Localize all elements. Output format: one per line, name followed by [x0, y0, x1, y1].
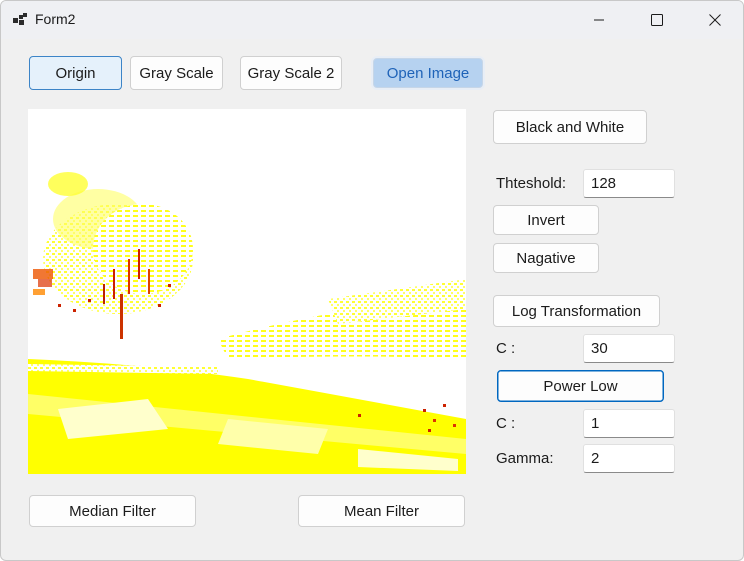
- log-transformation-button[interactable]: Log Transformation: [493, 295, 660, 327]
- close-icon: [709, 14, 721, 26]
- power-c-input[interactable]: [583, 409, 675, 438]
- origin-button[interactable]: Origin: [29, 56, 122, 90]
- power-c-label: C :: [496, 415, 516, 432]
- log-c-input[interactable]: [583, 334, 675, 363]
- title-bar[interactable]: Form2: [1, 1, 743, 39]
- threshold-input[interactable]: [583, 169, 675, 198]
- minimize-button[interactable]: [570, 1, 628, 39]
- processed-image: [28, 109, 466, 474]
- threshold-label: Thteshold:: [496, 175, 567, 192]
- mean-filter-button[interactable]: Mean Filter: [298, 495, 465, 527]
- close-button[interactable]: [686, 1, 743, 39]
- gray-scale-2-button[interactable]: Gray Scale 2: [240, 56, 342, 90]
- maximize-icon: [651, 14, 663, 26]
- power-low-button[interactable]: Power Low: [497, 370, 664, 402]
- gamma-input[interactable]: [583, 444, 675, 473]
- invert-button[interactable]: Invert: [493, 205, 599, 235]
- black-and-white-button[interactable]: Black and White: [493, 110, 647, 144]
- open-image-button[interactable]: Open Image: [373, 58, 483, 88]
- app-icon: [13, 13, 27, 25]
- median-filter-button[interactable]: Median Filter: [29, 495, 196, 527]
- negative-button[interactable]: Nagative: [493, 243, 599, 273]
- log-c-label: C :: [496, 340, 516, 357]
- gray-scale-button[interactable]: Gray Scale: [130, 56, 223, 90]
- window-title: Form2: [35, 11, 76, 27]
- maximize-button[interactable]: [628, 1, 686, 39]
- minimize-icon: [594, 19, 604, 21]
- gamma-label: Gamma:: [496, 450, 554, 467]
- image-preview: [28, 109, 466, 474]
